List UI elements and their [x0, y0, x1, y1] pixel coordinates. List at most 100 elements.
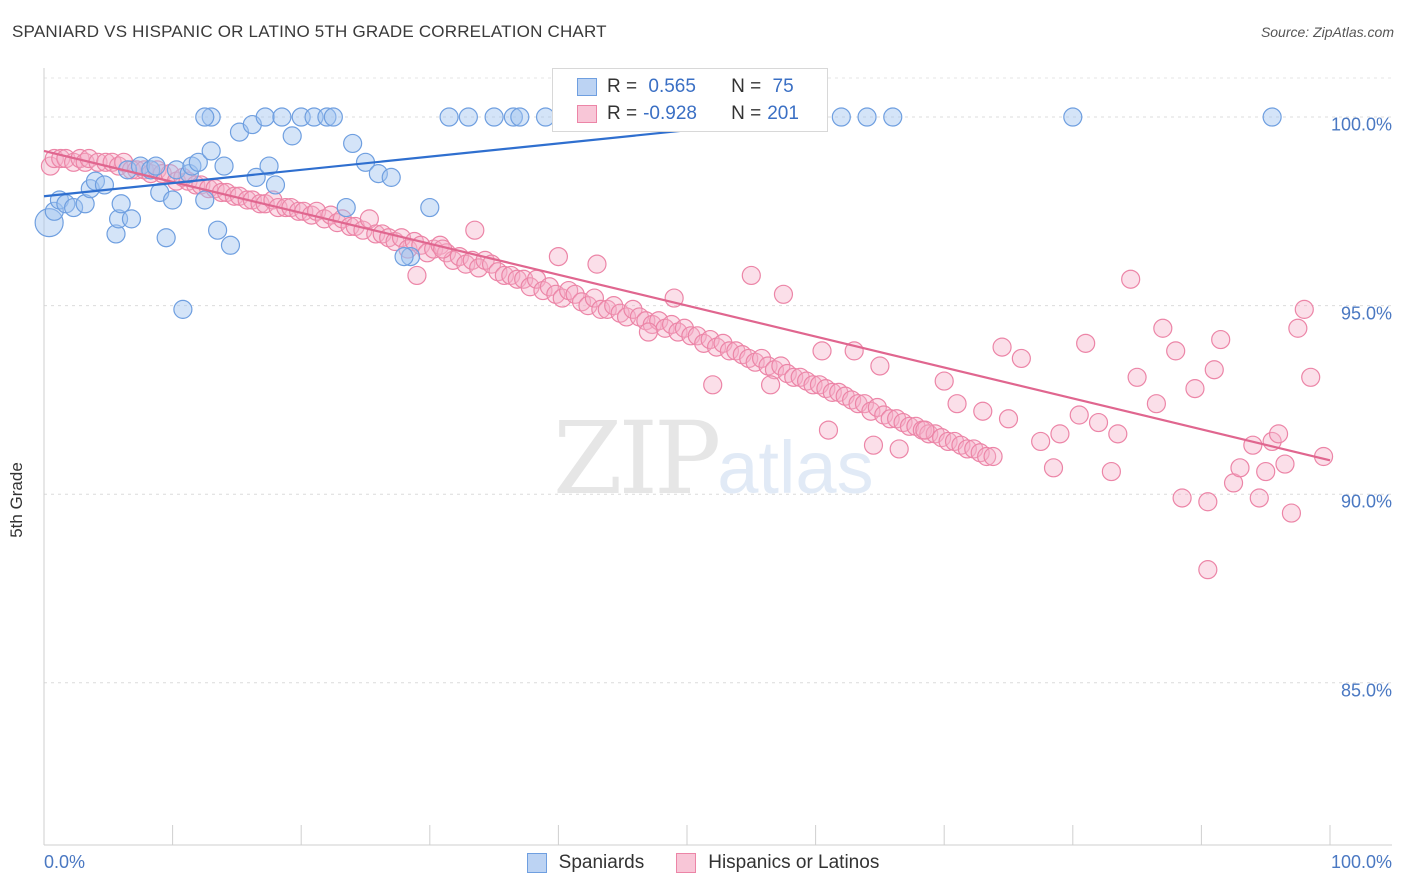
data-point-hispanics	[1281, 503, 1302, 523]
data-point-spaniards	[214, 156, 234, 176]
correlation-legend: R = 0.565 N = 75 R = -0.928 N = 201	[552, 68, 828, 132]
legend-label-spaniards: Spaniards	[558, 852, 645, 873]
data-point-hispanics	[998, 409, 1019, 429]
data-point-hispanics	[703, 375, 723, 395]
x-tick-label-max: 100.0%	[1330, 852, 1392, 872]
data-point-hispanics	[947, 394, 967, 414]
data-point-spaniards	[343, 133, 363, 154]
data-point-hispanics	[1211, 329, 1231, 350]
data-point-spaniards	[510, 107, 530, 127]
data-point-hispanics	[552, 288, 572, 308]
data-point-spaniards	[208, 220, 228, 240]
data-point-hispanics	[1011, 348, 1031, 369]
legend-n-label: N =	[731, 76, 762, 97]
data-point-hispanics	[1198, 492, 1218, 512]
series-spaniards-points	[34, 107, 1282, 319]
data-point-spaniards	[141, 160, 161, 180]
data-point-hispanics	[1294, 299, 1314, 319]
data-point-hispanics	[539, 277, 559, 297]
data-point-spaniards	[400, 246, 421, 267]
data-point-hispanics	[760, 375, 781, 395]
data-point-hispanics	[867, 397, 887, 418]
data-point-hispanics	[1101, 461, 1121, 482]
legend-n-value: 201	[767, 103, 799, 124]
legend-r-label: R =	[607, 76, 638, 97]
axes	[43, 68, 1392, 846]
data-point-hispanics	[494, 265, 514, 286]
data-point-spaniards	[195, 190, 215, 210]
data-point-hispanics	[1185, 379, 1205, 399]
data-point-hispanics	[1301, 367, 1321, 387]
data-point-hispanics	[784, 367, 804, 387]
data-point-hispanics	[700, 329, 720, 350]
data-point-hispanics	[773, 284, 794, 304]
data-point-hispanics	[1166, 341, 1186, 361]
data-point-hispanics	[934, 371, 954, 391]
series-hispanics-points	[40, 148, 1334, 580]
data-point-hispanics	[591, 299, 611, 319]
data-point-hispanics	[741, 265, 761, 286]
y-tick-label: 90.0%	[1340, 491, 1392, 512]
data-point-spaniards	[439, 107, 459, 127]
data-point-hispanics	[812, 341, 832, 361]
data-point-hispanics	[818, 420, 839, 440]
data-point-hispanics	[880, 409, 900, 429]
data-point-hispanics	[465, 220, 485, 240]
data-point-spaniards	[282, 126, 302, 146]
data-point-hispanics	[469, 258, 489, 278]
data-point-hispanics	[919, 424, 939, 444]
data-point-hispanics	[1088, 412, 1109, 433]
data-point-spaniards	[201, 107, 221, 127]
data-point-spaniards	[336, 197, 356, 218]
watermark-zip: ZIP	[553, 400, 721, 517]
data-point-hispanics	[1108, 424, 1128, 444]
data-point-spaniards	[368, 164, 388, 184]
data-point-hispanics	[1031, 431, 1051, 452]
legend-n-value: 75	[767, 76, 794, 97]
data-point-hispanics	[1146, 394, 1166, 414]
data-point-spaniards	[188, 152, 208, 172]
legend-r-label: R =	[607, 103, 638, 124]
legend-item-hispanics[interactable]: Hispanics or Latinos	[676, 852, 879, 874]
data-point-spaniards	[246, 167, 266, 187]
legend-swatch-spaniards	[577, 78, 597, 96]
data-point-hispanics	[1275, 454, 1295, 474]
watermark: ZIPatlas	[553, 400, 874, 517]
data-point-spaniards	[75, 194, 95, 214]
data-point-hispanics	[604, 296, 624, 316]
data-point-spaniards	[121, 209, 142, 229]
data-point-spaniards	[166, 160, 187, 180]
data-point-spaniards	[63, 197, 84, 218]
data-point-spaniards	[34, 208, 64, 238]
data-point-hispanics	[751, 348, 772, 369]
data-point-spaniards	[255, 107, 275, 127]
data-point-spaniards	[317, 107, 337, 127]
data-point-hispanics	[1050, 424, 1070, 444]
data-point-hispanics	[854, 394, 875, 414]
trend-lines	[43, 115, 1331, 462]
data-point-spaniards	[381, 167, 401, 187]
y-axis-label: 5th Grade	[7, 462, 26, 538]
legend-swatch-hispanics	[676, 853, 697, 873]
chart-source: Source: ZipAtlas.com	[1260, 24, 1394, 40]
x-tick-label-min: 0.0%	[44, 852, 86, 872]
data-point-spaniards	[195, 107, 215, 127]
data-point-hispanics	[1230, 458, 1250, 478]
data-point-spaniards	[106, 224, 126, 244]
data-point-hispanics	[1069, 405, 1089, 425]
data-point-hispanics	[638, 322, 659, 342]
y-tick-label: 85.0%	[1340, 680, 1392, 701]
data-point-hispanics	[661, 314, 682, 335]
legend-item-spaniards[interactable]: Spaniards	[526, 852, 645, 874]
data-point-hispanics	[803, 375, 823, 395]
data-point-spaniards	[146, 156, 166, 176]
data-point-hispanics	[687, 326, 707, 346]
data-point-spaniards	[272, 107, 292, 127]
legend-r-value: -0.928	[643, 103, 697, 124]
data-point-hispanics	[992, 337, 1012, 357]
data-point-hispanics	[1249, 488, 1269, 508]
legend-r-value: 0.565	[643, 76, 696, 97]
data-point-spaniards	[1262, 107, 1282, 127]
data-point-hispanics	[822, 382, 842, 402]
data-point-hispanics	[915, 420, 935, 440]
